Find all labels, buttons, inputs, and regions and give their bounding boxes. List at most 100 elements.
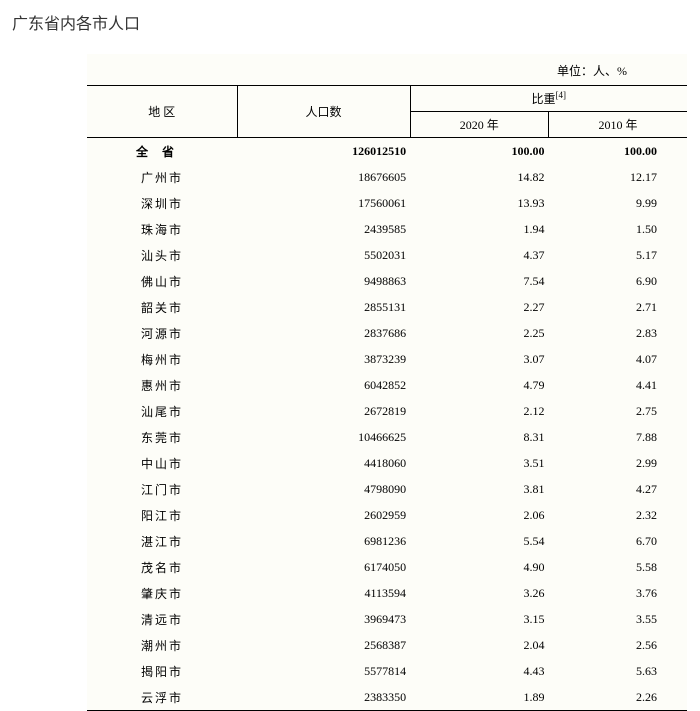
cell-region: 云浮市 <box>87 684 237 711</box>
cell-population: 2439585 <box>237 216 410 242</box>
population-table: 地 区 人口数 比重[4] 2020 年 2010 年 全省1260125101… <box>87 85 687 711</box>
cell-ratio-2020: 2.27 <box>410 294 548 320</box>
cell-region: 清远市 <box>87 606 237 632</box>
cell-ratio-2010: 2.99 <box>549 450 687 476</box>
cell-population: 5502031 <box>237 242 410 268</box>
table-row: 佛山市94988637.546.90 <box>87 268 687 294</box>
cell-ratio-2020: 100.00 <box>410 138 548 165</box>
cell-ratio-2020: 3.26 <box>410 580 548 606</box>
cell-ratio-2020: 13.93 <box>410 190 548 216</box>
cell-ratio-2010: 100.00 <box>549 138 687 165</box>
cell-ratio-2020: 4.79 <box>410 372 548 398</box>
cell-region: 潮州市 <box>87 632 237 658</box>
cell-ratio-2010: 2.71 <box>549 294 687 320</box>
table-row: 广州市1867660514.8212.17 <box>87 164 687 190</box>
cell-region: 广州市 <box>87 164 237 190</box>
cell-ratio-2010: 4.27 <box>549 476 687 502</box>
table-row: 深圳市1756006113.939.99 <box>87 190 687 216</box>
cell-ratio-2020: 5.54 <box>410 528 548 554</box>
cell-ratio-2020: 2.25 <box>410 320 548 346</box>
header-region: 地 区 <box>87 86 237 138</box>
cell-ratio-2010: 3.76 <box>549 580 687 606</box>
table-row: 揭阳市55778144.435.63 <box>87 658 687 684</box>
cell-ratio-2010: 12.17 <box>549 164 687 190</box>
table-row: 潮州市25683872.042.56 <box>87 632 687 658</box>
table-row: 汕头市55020314.375.17 <box>87 242 687 268</box>
table-row: 中山市44180603.512.99 <box>87 450 687 476</box>
cell-ratio-2010: 6.70 <box>549 528 687 554</box>
cell-region: 全省 <box>87 138 237 165</box>
cell-population: 3969473 <box>237 606 410 632</box>
header-ratio: 比重[4] <box>410 86 687 112</box>
cell-ratio-2020: 1.89 <box>410 684 548 711</box>
cell-population: 2855131 <box>237 294 410 320</box>
cell-population: 2568387 <box>237 632 410 658</box>
cell-region: 汕尾市 <box>87 398 237 424</box>
cell-ratio-2020: 1.94 <box>410 216 548 242</box>
cell-ratio-2010: 2.83 <box>549 320 687 346</box>
cell-region: 深圳市 <box>87 190 237 216</box>
cell-ratio-2010: 1.50 <box>549 216 687 242</box>
table-body: 全省126012510100.00100.00广州市1867660514.821… <box>87 138 687 711</box>
table-row: 阳江市26029592.062.32 <box>87 502 687 528</box>
cell-population: 18676605 <box>237 164 410 190</box>
cell-ratio-2020: 2.06 <box>410 502 548 528</box>
cell-ratio-2010: 6.90 <box>549 268 687 294</box>
cell-ratio-2010: 4.41 <box>549 372 687 398</box>
table-row: 珠海市24395851.941.50 <box>87 216 687 242</box>
cell-region: 湛江市 <box>87 528 237 554</box>
cell-population: 2837686 <box>237 320 410 346</box>
cell-ratio-2010: 5.58 <box>549 554 687 580</box>
cell-ratio-2010: 2.26 <box>549 684 687 711</box>
cell-ratio-2020: 14.82 <box>410 164 548 190</box>
table-row: 梅州市38732393.074.07 <box>87 346 687 372</box>
cell-region: 肇庆市 <box>87 580 237 606</box>
cell-population: 4113594 <box>237 580 410 606</box>
table-row-total: 全省126012510100.00100.00 <box>87 138 687 165</box>
table-row: 肇庆市41135943.263.76 <box>87 580 687 606</box>
table-row: 清远市39694733.153.55 <box>87 606 687 632</box>
cell-population: 6042852 <box>237 372 410 398</box>
cell-population: 10466625 <box>237 424 410 450</box>
cell-region: 惠州市 <box>87 372 237 398</box>
cell-ratio-2020: 7.54 <box>410 268 548 294</box>
cell-population: 4418060 <box>237 450 410 476</box>
cell-ratio-2010: 2.56 <box>549 632 687 658</box>
header-year-2010: 2010 年 <box>549 112 687 138</box>
table-row: 茂名市61740504.905.58 <box>87 554 687 580</box>
unit-label: 单位：人、% <box>87 62 687 85</box>
cell-region: 河源市 <box>87 320 237 346</box>
cell-ratio-2010: 5.63 <box>549 658 687 684</box>
cell-ratio-2020: 8.31 <box>410 424 548 450</box>
cell-ratio-2020: 2.04 <box>410 632 548 658</box>
cell-population: 4798090 <box>237 476 410 502</box>
cell-population: 126012510 <box>237 138 410 165</box>
cell-ratio-2010: 5.17 <box>549 242 687 268</box>
table-row: 河源市28376862.252.83 <box>87 320 687 346</box>
header-year-2020: 2020 年 <box>410 112 548 138</box>
cell-population: 9498863 <box>237 268 410 294</box>
cell-region: 江门市 <box>87 476 237 502</box>
population-table-container: 单位：人、% 地 区 人口数 比重[4] 2020 年 2010 年 全省126… <box>87 54 687 711</box>
cell-region: 中山市 <box>87 450 237 476</box>
cell-ratio-2010: 7.88 <box>549 424 687 450</box>
table-row: 江门市47980903.814.27 <box>87 476 687 502</box>
cell-population: 17560061 <box>237 190 410 216</box>
cell-population: 6981236 <box>237 528 410 554</box>
cell-ratio-2020: 4.90 <box>410 554 548 580</box>
table-row: 湛江市69812365.546.70 <box>87 528 687 554</box>
cell-ratio-2020: 3.07 <box>410 346 548 372</box>
cell-region: 揭阳市 <box>87 658 237 684</box>
cell-region: 珠海市 <box>87 216 237 242</box>
table-row: 云浮市23833501.892.26 <box>87 684 687 711</box>
cell-ratio-2010: 2.32 <box>549 502 687 528</box>
cell-population: 3873239 <box>237 346 410 372</box>
cell-region: 茂名市 <box>87 554 237 580</box>
cell-ratio-2010: 3.55 <box>549 606 687 632</box>
cell-region: 东莞市 <box>87 424 237 450</box>
cell-region: 阳江市 <box>87 502 237 528</box>
cell-ratio-2020: 2.12 <box>410 398 548 424</box>
page-title: 广东省内各市人口 <box>12 10 700 34</box>
cell-region: 汕头市 <box>87 242 237 268</box>
cell-ratio-2020: 3.51 <box>410 450 548 476</box>
